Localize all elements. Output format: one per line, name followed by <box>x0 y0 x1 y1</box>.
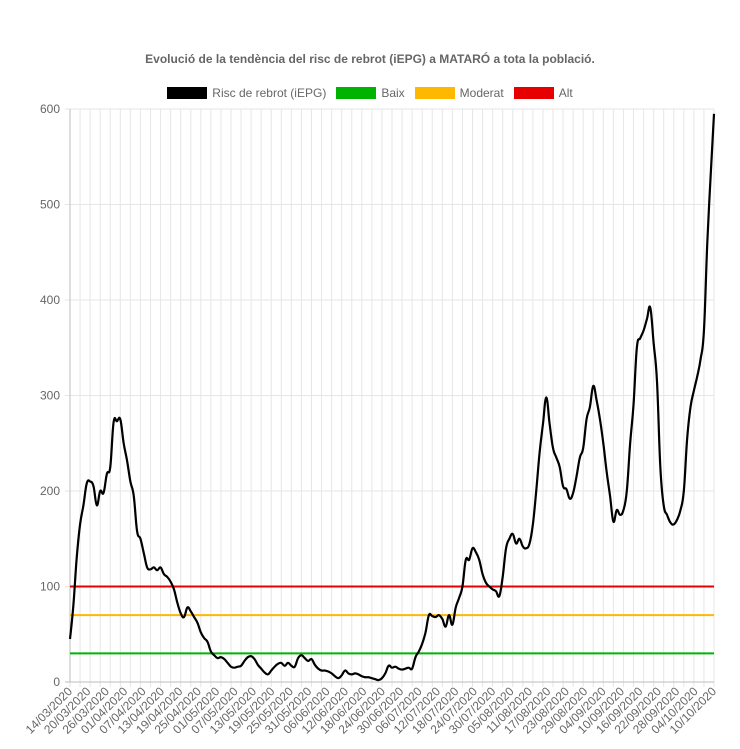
chart-title: Evolució de la tendència del risc de reb… <box>145 52 595 66</box>
legend-label-alt: Alt <box>558 86 573 100</box>
legend-item-iepg[interactable]: Risc de rebrot (iEPG) <box>167 86 326 100</box>
legend-swatch-baix <box>336 87 377 99</box>
y-axis-ticks: 0 100 200 300 400 500 600 <box>40 102 60 689</box>
series-line-iepg <box>68 113 716 682</box>
y-tick-label: 400 <box>40 293 60 307</box>
y-tick-label: 100 <box>40 580 60 594</box>
chart-legend: Risc de rebrot (iEPG) Baix Moderat Alt <box>0 84 740 102</box>
legend-label-moderat: Moderat <box>459 86 504 100</box>
legend-label-baix: Baix <box>381 86 405 100</box>
y-tick-label: 600 <box>40 102 60 116</box>
legend-item-baix[interactable]: Baix <box>336 86 405 100</box>
y-tick-label: 0 <box>53 675 60 689</box>
legend-item-moderat[interactable]: Moderat <box>414 86 504 100</box>
y-tick-label: 500 <box>40 198 60 212</box>
grid-lines <box>65 108 715 687</box>
y-tick-label: 300 <box>40 389 60 403</box>
legend-swatch-iepg <box>167 87 208 99</box>
legend-swatch-alt <box>513 87 554 99</box>
x-axis-ticks: 14/03/202020/03/202026/03/202001/04/2020… <box>23 684 720 737</box>
threshold-lines <box>70 585 714 655</box>
legend-label-iepg: Risc de rebrot (iEPG) <box>212 86 327 100</box>
y-tick-label: 200 <box>40 484 60 498</box>
legend-swatch-moderat <box>414 87 455 99</box>
legend-item-alt[interactable]: Alt <box>513 86 573 100</box>
